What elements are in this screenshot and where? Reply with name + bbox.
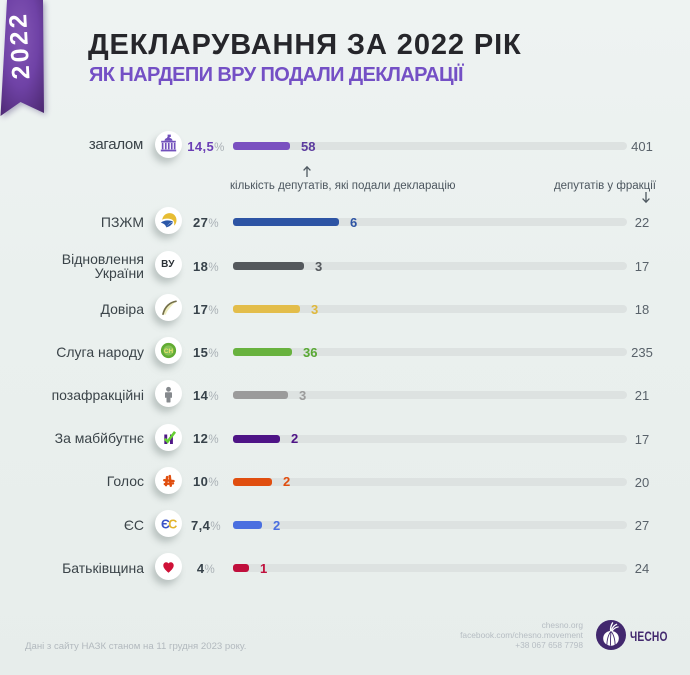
svg-text:С: С bbox=[168, 517, 177, 531]
svg-text:2022: 2022 bbox=[4, 10, 36, 80]
svg-text:Є: Є bbox=[161, 517, 170, 531]
svg-text:СН: СН bbox=[163, 348, 173, 355]
